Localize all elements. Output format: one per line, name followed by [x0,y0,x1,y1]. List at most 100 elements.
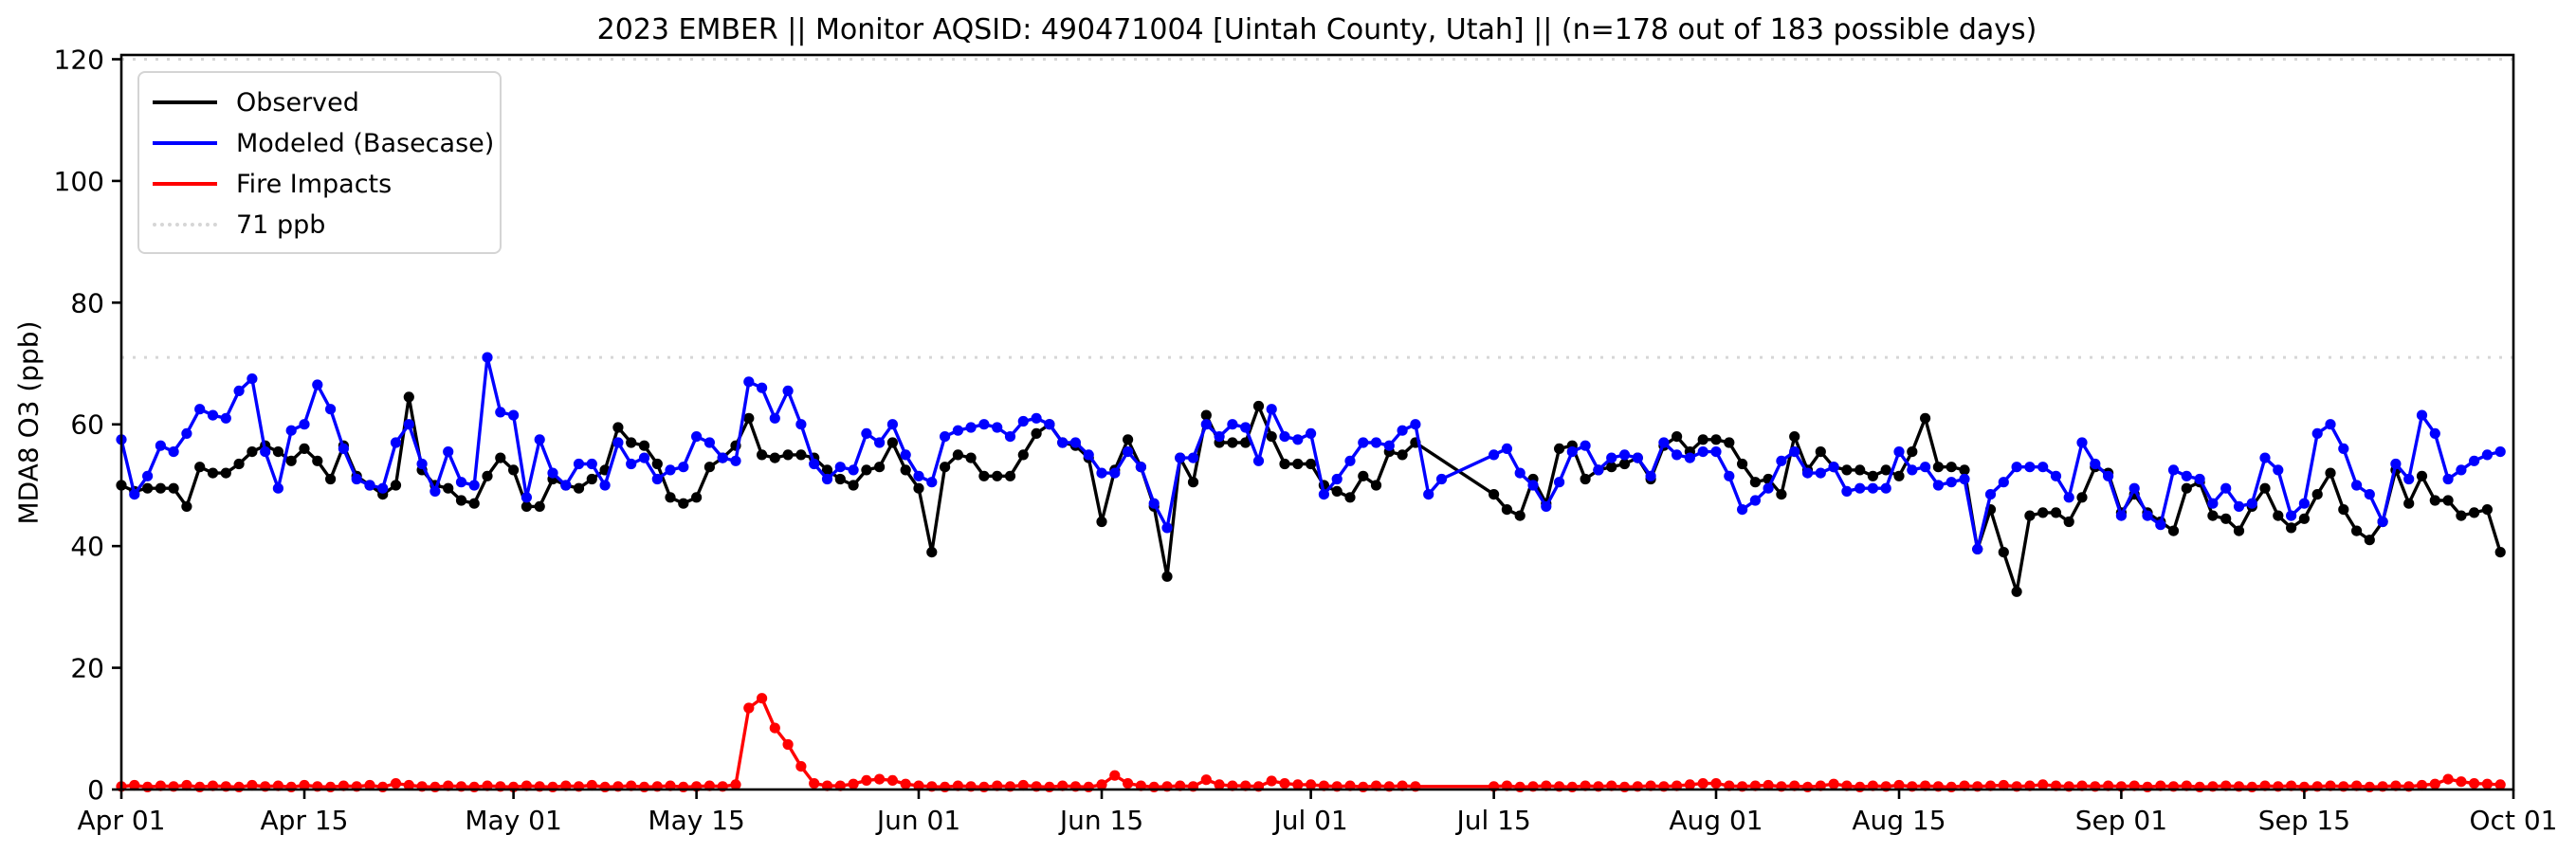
modeled-point [952,425,964,436]
fire-point [1710,778,1722,789]
fire-point [809,778,820,789]
observed-point [612,422,624,433]
observed-point [2063,516,2074,528]
observed-point [1240,437,1251,448]
observed-point [848,480,859,491]
observed-point [1893,470,1905,481]
observed-point [2220,513,2232,524]
modeled-point [1057,437,1069,448]
modeled-point [247,373,258,385]
modeled-point [1044,419,1055,430]
fire-point [1292,779,1304,790]
observed-point [1501,504,1512,516]
observed-point [940,462,951,473]
modeled-point [1123,446,1134,458]
fire-point [325,781,337,793]
y-tick-label: 20 [70,653,104,684]
modeled-point [757,382,768,393]
modeled-point [1763,482,1774,494]
observed-point [1907,446,1918,458]
fire-point [1998,779,2009,791]
modeled-point [1566,446,1578,458]
fire-point [2416,779,2428,791]
fire-point [403,779,414,791]
fire-point [285,781,297,793]
observed-point [1397,449,1408,461]
fire-point [2194,781,2205,793]
modeled-point [1318,489,1329,500]
modeled-point [1214,431,1225,443]
modeled-point [560,480,572,491]
modeled-point [1710,446,1722,458]
modeled-point [1554,477,1565,488]
fire-point [1763,779,1774,791]
observed-point [1161,571,1173,582]
y-tick-label: 0 [87,774,104,806]
observed-point [691,492,703,503]
modeled-point [2024,462,2036,473]
modeled-point [338,443,349,454]
fire-point [940,781,951,793]
observed-point [142,482,154,494]
fire-point [1618,781,1631,793]
modeled-point [1017,415,1029,427]
modeled-point [2442,473,2454,485]
observed-point [390,480,402,491]
modeled-point [1984,489,1997,500]
observed-point [861,464,872,476]
fire-point [1566,781,1578,793]
modeled-point [1828,462,1839,473]
modeled-point [2090,458,2101,470]
fire-point [2456,776,2467,788]
modeled-point [1489,449,1500,461]
modeled-point [940,431,951,443]
modeled-point [612,437,624,448]
fire-point [2246,781,2257,793]
modeled-point [403,419,414,430]
observed-point [1672,431,1683,443]
observed-point [1737,458,1748,470]
modeled-point [1672,449,1683,461]
modeled-point [1083,449,1094,461]
modeled-point [1410,419,1421,430]
observed-point [2298,513,2310,524]
observed-point [2011,586,2022,597]
observed-point [1946,462,1957,473]
modeled-point [978,419,990,430]
fire-point [2481,778,2493,789]
modeled-point [1240,422,1251,433]
modeled-point [2050,470,2062,481]
modeled-point [207,409,219,421]
observed-point [1331,485,1343,498]
modeled-point [1135,462,1146,473]
modeled-point [1815,467,1826,479]
modeled-point [2456,464,2467,476]
modeled-point [351,473,362,485]
modeled-point [1749,495,1761,506]
modeled-point [495,407,506,418]
observed-point [978,470,990,481]
modeled-point [1331,473,1343,485]
legend-item-modeled: Modeled (Basecase) [153,127,494,159]
modeled-point [2037,462,2049,473]
modeled-point [1200,419,1212,430]
observed-point [1306,458,1317,470]
modeled-point [2220,482,2232,494]
modeled-line-swatch [153,141,217,145]
modeled-point [1867,482,1878,494]
modeled-point [1841,485,1853,498]
fire-point [848,778,859,789]
modeled-point [1932,480,1944,491]
legend-label-observed: Observed [236,87,359,118]
observed-point [508,464,520,476]
x-tick-label: Sep 15 [2258,805,2350,836]
observed-markers [116,391,2506,597]
observed-point [403,391,414,403]
observed-point [2076,492,2088,503]
fire-point [678,781,689,793]
chart-title: 2023 EMBER || Monitor AQSID: 490471004 [… [596,13,2037,46]
fire-point [861,774,872,787]
modeled-point [390,437,402,448]
modeled-point [1789,446,1800,458]
